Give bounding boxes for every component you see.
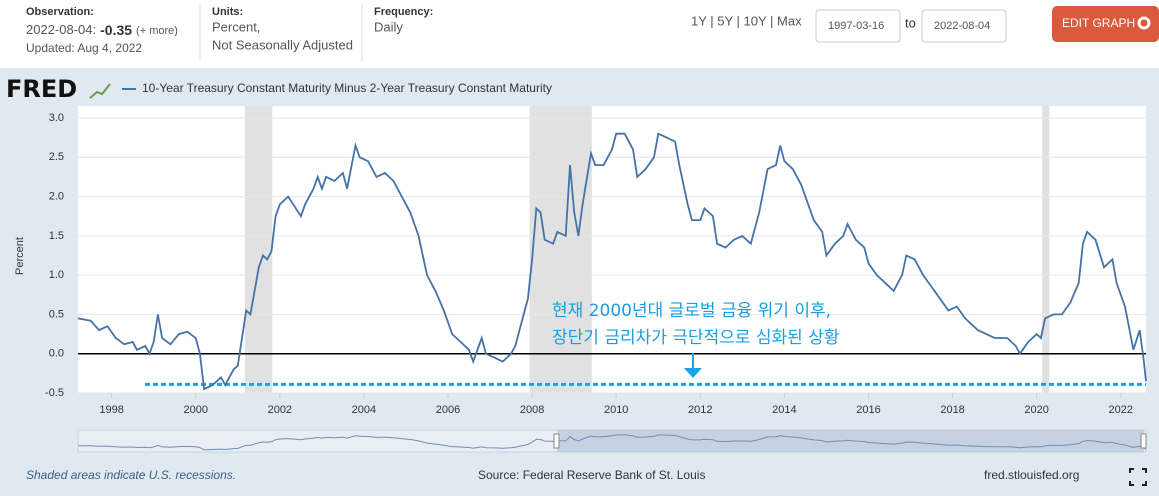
x-tick-label: 2006 [436, 404, 460, 416]
x-tick-label: 2022 [1109, 404, 1133, 416]
source: Source: Federal Reserve Bank of St. Loui… [478, 468, 705, 482]
more-link[interactable]: (+ more) [136, 25, 178, 37]
x-tick-label: 2004 [352, 404, 376, 416]
edit-button[interactable] [1052, 6, 1159, 42]
logo-icon [89, 83, 111, 99]
y-tick-label: 0.0 [49, 348, 64, 360]
obs-value: -0.35 [100, 22, 132, 38]
recession [244, 106, 273, 393]
y-tick-label: 3.0 [49, 112, 64, 124]
annotation: 장단기 금리차가 극단적으로 심화된 상황 [552, 328, 840, 348]
updated: Updated: Aug 4, 2022 [26, 41, 142, 55]
range-links[interactable]: 1Y | 5Y | 10Y | Max [691, 13, 802, 28]
units: Percent, [212, 19, 260, 34]
y-tick-label: 1.5 [49, 230, 64, 242]
navigator-line [77, 434, 1147, 451]
label: Units: [212, 6, 243, 18]
end-input[interactable] [921, 9, 1007, 43]
legend-label: 10-Year Treasury Constant Maturity Minus… [142, 81, 552, 95]
x-tick-label: 2014 [772, 404, 796, 416]
logo: FRED [6, 75, 77, 103]
x-tick-label: 2002 [268, 404, 292, 416]
series-line [77, 132, 1147, 391]
y-tick-label: 2.0 [49, 190, 64, 202]
x-tick-label: 1998 [99, 404, 123, 416]
x-tick-label: 2000 [183, 404, 207, 416]
start-date: 1997-03-16 [828, 20, 884, 32]
x-tick-label: 2008 [520, 404, 544, 416]
nav-handle[interactable] [553, 433, 560, 449]
site: fred.stlouisfed.org [984, 468, 1079, 482]
gear-icon [1137, 16, 1151, 30]
observation: 2022-08-04: -0.35 (+ more) [26, 22, 178, 38]
units: Not Seasonally Adjusted [212, 37, 353, 52]
y-tick-label: 1.0 [49, 269, 64, 281]
arrow-head [684, 368, 702, 378]
x-tick-label: 2020 [1024, 404, 1048, 416]
annotation: 현재 2000년대 글로벌 금융 위기 이후, [552, 301, 831, 321]
label: Frequency: [374, 6, 433, 18]
recession [529, 106, 592, 393]
start-input[interactable] [815, 9, 901, 43]
edit-label: EDIT GRAPH [1062, 16, 1135, 30]
recession [1042, 106, 1050, 393]
y-tick-label: 0.5 [49, 308, 64, 320]
x-tick-label: 2010 [604, 404, 628, 416]
label: Observation: [26, 6, 94, 18]
to: to [905, 15, 916, 30]
y-tick-label: 2.5 [49, 151, 64, 163]
frequency: Daily [374, 19, 403, 34]
fullscreen-icon[interactable] [1129, 468, 1147, 486]
x-tick-label: 2012 [688, 404, 712, 416]
nav-handle[interactable] [1140, 433, 1147, 449]
recession-note: Shaded areas indicate U.S. recessions. [26, 468, 236, 482]
y-tick-label: -0.5 [45, 387, 64, 399]
x-tick-label: 2016 [856, 404, 880, 416]
y-axis-label: Percent [14, 237, 26, 275]
obs-date: 2022-08-04: [26, 22, 96, 37]
end-date: 2022-08-04 [934, 20, 990, 32]
x-tick-label: 2018 [940, 404, 964, 416]
